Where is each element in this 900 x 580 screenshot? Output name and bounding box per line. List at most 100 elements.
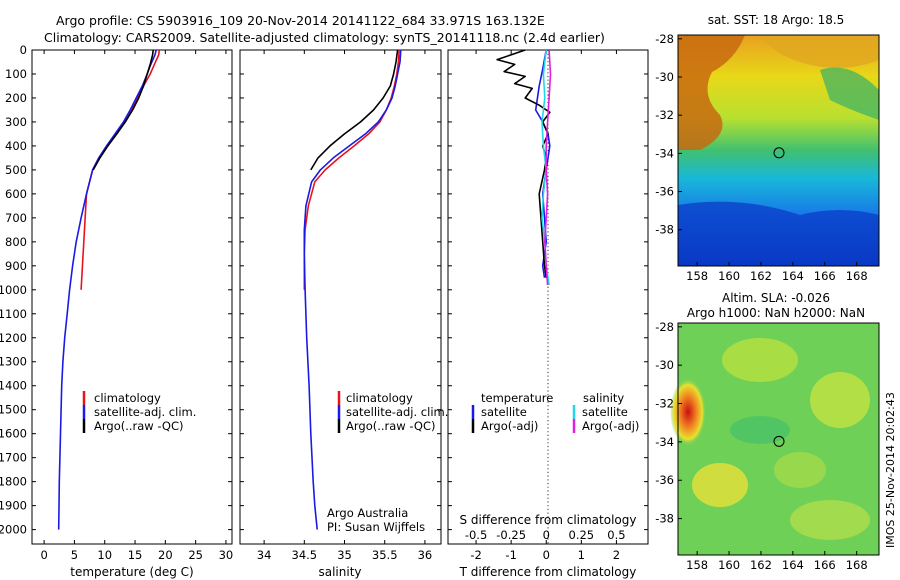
legend-satellite-label: satellite-adj. clim.	[94, 405, 196, 419]
sla-patch	[790, 500, 870, 540]
x-tick-label: 25	[188, 548, 203, 562]
lat-tick-label: -36	[655, 473, 674, 487]
series-line-argo-raw-qc-	[310, 49, 399, 171]
lat-tick-label: -32	[655, 108, 674, 122]
imos-timestamp: IMOS 25-Nov-2014 20:02:43	[884, 392, 897, 548]
x-tick-label: 0	[543, 548, 550, 562]
sla-map-frame	[677, 322, 880, 556]
depth-tick-label: 200	[5, 91, 27, 105]
s-tick-label: 0	[543, 528, 550, 542]
x-tick-label: 10	[97, 548, 112, 562]
x-tick-label: 0	[40, 548, 47, 562]
depth-tick-label: 100	[5, 67, 27, 81]
legend-satellite-label: satellite-adj. clim.	[346, 405, 448, 419]
salinity-axes-frame	[239, 49, 442, 545]
sla-patch	[730, 416, 790, 444]
difference-panel: -2 -1 0 1 2 -0.5 -0.25 0 0.25 0.5 S difference f…	[447, 49, 649, 579]
salinity-xlabel: salinity	[318, 565, 361, 579]
x-tick-label: -2	[470, 548, 481, 562]
lat-tick-label: -38	[655, 223, 674, 237]
x-tick-label: 15	[128, 548, 143, 562]
lat-tick-label: -30	[655, 358, 674, 372]
s-tick-label: -0.25	[496, 528, 526, 542]
depth-tick-label: 1100	[0, 307, 27, 321]
credits-line2: PI: Susan Wijffels	[327, 520, 425, 534]
legend-salinity-head: salinity	[583, 391, 624, 405]
sla-map-title1: Altim. SLA: -0.026	[722, 291, 830, 305]
lat-tick-label: -36	[655, 185, 674, 199]
lon-tick-label: 158	[686, 558, 708, 572]
depth-tick-label: 1900	[0, 499, 27, 513]
series-line-temperature-satellite	[534, 49, 551, 278]
depth-tick-label: 1800	[0, 475, 27, 489]
x-tick-label: -1	[505, 548, 516, 562]
depth-tick-label: 1300	[0, 355, 27, 369]
legend-temperature-head: temperature	[481, 391, 553, 405]
depth-tick-label: 0	[20, 43, 27, 57]
depth-tick-label: 700	[5, 211, 27, 225]
depth-tick-label: 900	[5, 259, 27, 273]
lat-tick-label: -38	[655, 512, 674, 526]
temperature-panel: 0100200300400500600700800900100011001200…	[0, 43, 648, 579]
header-line1: Argo profile: CS 5903916_109 20-Nov-2014…	[56, 13, 545, 28]
lat-tick-label: -28	[655, 32, 674, 46]
depth-tick-label: 1400	[0, 379, 27, 393]
sst-cold-patch	[678, 201, 879, 266]
lat-tick-label: -30	[655, 70, 674, 84]
t-difference-title: T difference from climatology	[459, 565, 637, 579]
legend-sal-argo-label: Argo(-adj)	[582, 419, 639, 433]
lat-tick-label: -32	[655, 397, 674, 411]
sst-warm-patch	[678, 35, 745, 150]
lon-tick-label: 166	[814, 558, 836, 572]
s-tick-label: 0.25	[569, 528, 595, 542]
depth-tick-label: 1500	[0, 403, 27, 417]
series-line-satellite-adj-clim-	[57, 49, 157, 530]
sla-patch	[722, 338, 798, 382]
series-line-temperature-argo-adj-	[496, 49, 551, 278]
depth-tick-label: 400	[5, 139, 27, 153]
lat-tick-label: -28	[655, 320, 674, 334]
lon-tick-label: 166	[814, 269, 836, 283]
lat-tick-label: -34	[655, 435, 674, 449]
x-tick-label: 35	[337, 548, 352, 562]
x-tick-label: 1	[578, 548, 585, 562]
lon-tick-label: 162	[750, 558, 772, 572]
sla-patch	[692, 463, 748, 507]
x-tick-label: 36	[418, 548, 433, 562]
lon-tick-label: 162	[750, 269, 772, 283]
lon-tick-label: 158	[686, 269, 708, 283]
x-tick-label: 20	[158, 548, 173, 562]
s-difference-title: S difference from climatology	[460, 513, 637, 527]
depth-tick-label: 500	[5, 163, 27, 177]
legend-temp-argo-label: Argo(-adj)	[481, 419, 538, 433]
x-tick-label: 34	[257, 548, 272, 562]
temperature-legend: climatology satellite-adj. clim. Argo(..…	[82, 391, 196, 433]
legend-temp-satellite-label: satellite	[481, 405, 527, 419]
salinity-legend: climatology satellite-adj. clim. Argo(..…	[337, 391, 448, 433]
sla-map-title2: Argo h1000: NaN h2000: NaN	[687, 306, 865, 320]
x-tick-label: 2	[613, 548, 620, 562]
sla-hot-spot	[670, 378, 706, 446]
lon-tick-label: 160	[718, 558, 740, 572]
float-position-marker	[773, 147, 785, 159]
depth-tick-label: 1700	[0, 451, 27, 465]
x-tick-label: 5	[71, 548, 78, 562]
depth-tick-label: 2000	[0, 523, 27, 537]
lon-tick-label: 164	[782, 269, 804, 283]
series-line-argo-raw-qc-	[92, 49, 154, 171]
series-line-salinity-argo-adj-	[543, 49, 552, 286]
lon-tick-label: 168	[846, 558, 868, 572]
lon-tick-label: 164	[782, 558, 804, 572]
difference-legend: temperature salinity satellite Argo(-adj…	[471, 391, 639, 433]
s-tick-label: 0.5	[607, 528, 625, 542]
salinity-panel: 34 34.5 35 35.5 36 salinity climatology sate…	[239, 49, 448, 579]
depth-tick-label: 1600	[0, 427, 27, 441]
depth-tick-label: 1200	[0, 331, 27, 345]
x-tick-label: 35.5	[372, 548, 398, 562]
depth-tick-label: 300	[5, 115, 27, 129]
depth-tick-label: 800	[5, 235, 27, 249]
sst-map: sat. SST: 18 Argo: 18.5 -28 -30 -32 -34 -36 -…	[655, 13, 880, 283]
sla-map: Altim. SLA: -0.026 Argo h1000: NaN h2000…	[655, 291, 880, 572]
temperature-axes-frame	[31, 49, 233, 545]
depth-tick-label: 1000	[0, 283, 27, 297]
